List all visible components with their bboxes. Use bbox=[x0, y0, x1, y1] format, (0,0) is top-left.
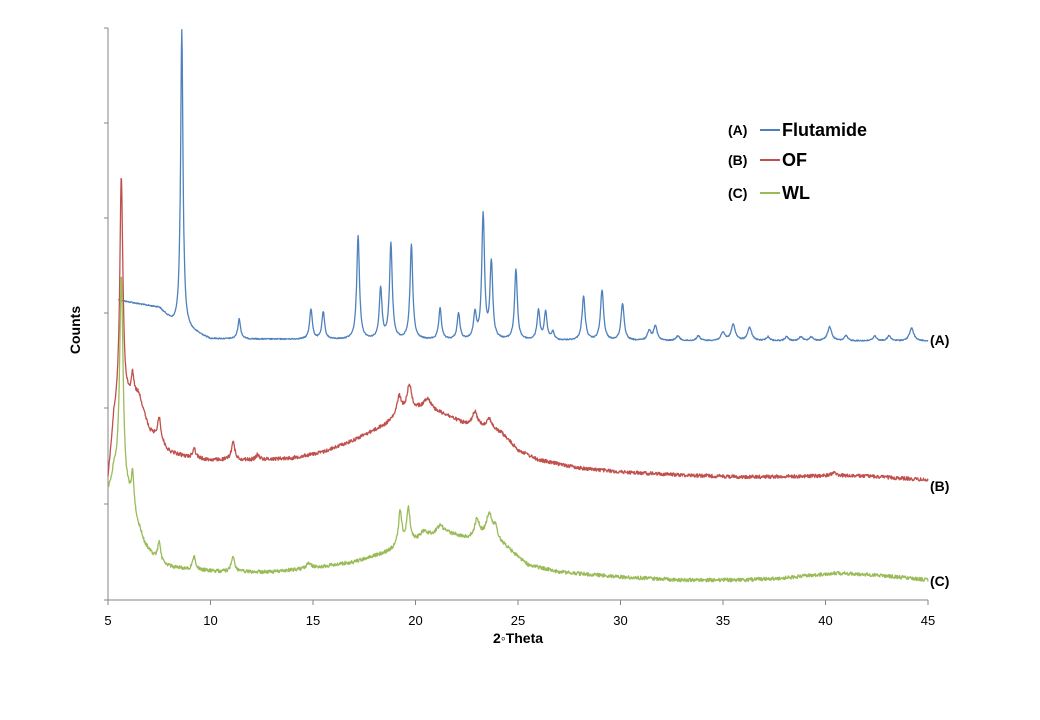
legend-code: (A) bbox=[728, 122, 747, 138]
x-tick-label: 25 bbox=[511, 613, 525, 628]
x-tick-label: 5 bbox=[104, 613, 111, 628]
x-tick-label: 45 bbox=[921, 613, 935, 628]
series-line-wl bbox=[107, 276, 929, 583]
x-axis-title: 2◦Theta bbox=[493, 630, 543, 646]
legend: (A) Flutamide (B) OF (C) WL bbox=[728, 120, 867, 203]
series-line-of bbox=[107, 177, 929, 482]
legend-code: (C) bbox=[728, 185, 747, 201]
x-tick-label: 40 bbox=[818, 613, 832, 628]
legend-label: OF bbox=[782, 150, 807, 170]
axes: 5 10 15 20 25 30 35 40 45 bbox=[104, 27, 935, 628]
curve-label: (A) bbox=[930, 332, 949, 348]
x-tick-label: 30 bbox=[613, 613, 627, 628]
x-tick-label: 15 bbox=[306, 613, 320, 628]
x-tick-label: 20 bbox=[408, 613, 422, 628]
x-tick-label: 10 bbox=[203, 613, 217, 628]
curve-label: (C) bbox=[930, 573, 949, 589]
curve-labels: (A) (B) (C) bbox=[930, 332, 949, 589]
legend-code: (B) bbox=[728, 152, 747, 168]
legend-label: Flutamide bbox=[782, 120, 867, 140]
legend-label: WL bbox=[782, 183, 810, 203]
x-tick-label: 35 bbox=[716, 613, 730, 628]
curve-label: (B) bbox=[930, 478, 949, 494]
series-line-flutamide bbox=[117, 29, 929, 342]
y-axis-title: Counts bbox=[67, 306, 83, 354]
curves bbox=[107, 29, 929, 583]
